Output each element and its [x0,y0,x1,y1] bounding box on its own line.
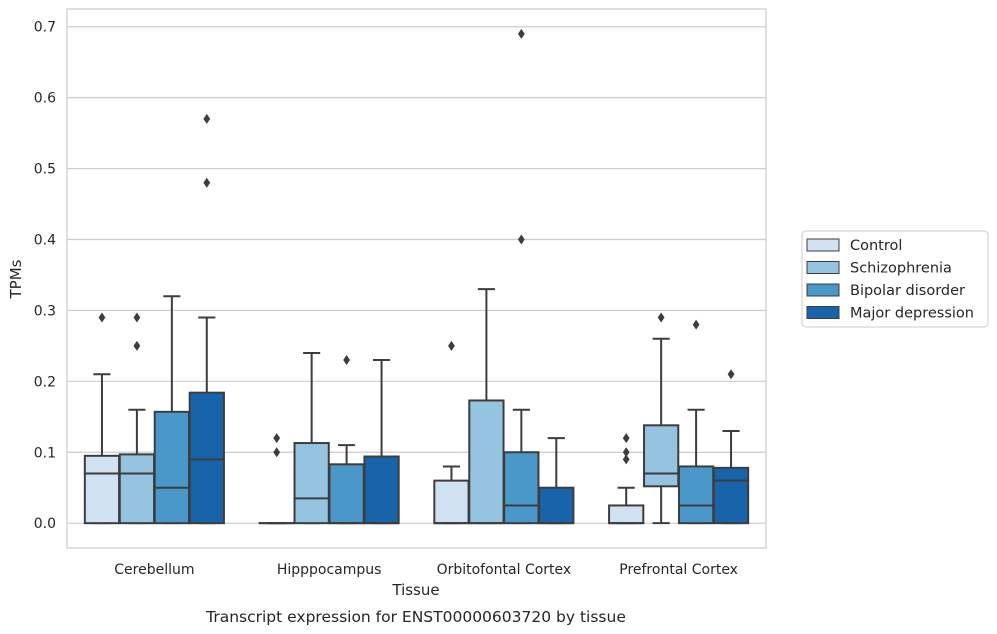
box-body [153,410,190,525]
box-2-0 [433,340,470,525]
box-body [712,466,750,525]
box-1-3 [363,359,400,525]
x-tick-label: Prefrontal Cortex [619,562,738,578]
x-axis-label: Tissue [391,581,439,599]
outlier-point [133,312,141,323]
y-tick-label: 0.3 [34,303,56,319]
outlier-point [622,433,630,444]
legend-label: Bipolar disorder [850,283,965,299]
y-tick-label: 0.5 [34,162,56,178]
box-2-2 [503,28,540,525]
box-0-1 [118,312,156,525]
x-tick-label: Orbitofontal Cortex [437,562,572,578]
outlier-point [517,28,525,39]
legend-frame [801,230,989,328]
x-axis-ticks: Cerebellum Hipppocampus Orbitofontal Corte… [114,562,738,578]
box-body [83,454,121,525]
x-tick-label: Cerebellum [114,562,194,578]
y-tick-label: 0.4 [34,232,56,248]
legend-label: Major depression [850,306,974,322]
outlier-point [622,454,630,465]
outlier-point [343,355,350,366]
legend-label: Schizophrenia [850,261,952,277]
outlier-point [98,312,106,323]
x-tick-label: Hipppocampus [277,562,382,578]
box-body [433,479,470,525]
outlier-point [657,312,665,323]
box-3-0 [608,433,645,525]
box-body [643,424,680,488]
legend-swatch [806,283,840,297]
legend-label: Control [850,238,902,254]
outlier-point [727,369,735,380]
y-tick-label: 0.2 [34,374,56,390]
box-1-1 [293,351,330,525]
y-tick-label: 0.7 [34,20,56,36]
chart-caption: Transcript expression for ENST0000060372… [205,608,626,626]
box-body [363,455,400,525]
outlier-point [692,319,700,330]
outlier-point [133,340,141,351]
y-tick-label: 0.1 [34,445,56,461]
box-3-3 [712,369,750,525]
plot-frame [66,8,767,549]
y-axis-ticks: 0.0 0.1 0.2 0.3 0.4 0.5 0.6 0.7 [34,20,56,532]
outlier-point [203,177,211,188]
y-axis-label: TPMs [7,259,25,299]
outlier-point [203,113,211,124]
legend-swatch [806,238,840,252]
legend: Control Schizophrenia Bipolar disorder Majo… [801,230,989,328]
outlier-point [273,447,281,458]
box-body [608,504,645,525]
box-body [538,486,575,525]
outlier-point [273,433,281,444]
outlier-point [448,340,455,351]
outlier-point [517,234,525,245]
box-2-1 [468,288,505,525]
outlier-point [622,447,630,458]
box-2-3 [538,437,575,525]
box-body [293,442,330,525]
y-tick-label: 0.6 [34,91,56,107]
box-3-2 [677,319,715,525]
box-3-1 [643,312,680,525]
box-body [468,399,505,525]
box-groups [83,28,750,525]
box-0-3 [188,113,225,525]
y-tick-label: 0.0 [34,516,56,532]
box-body [118,453,156,525]
box-body [188,391,225,525]
box-body [503,451,540,525]
box-body [677,465,715,525]
legend-swatch [806,261,840,274]
legend-swatch [806,306,840,319]
box-body [328,463,365,525]
